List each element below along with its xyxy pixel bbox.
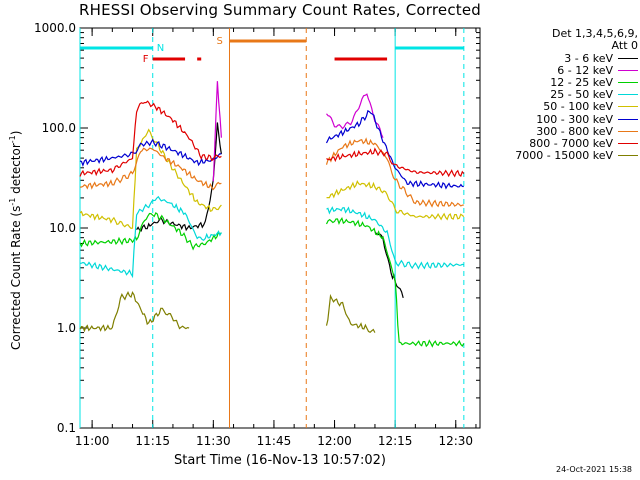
x-axis-label: Start Time (16-Nov-13 10:57:02) — [174, 453, 386, 468]
series-line — [79, 138, 222, 167]
timestamp-footer: 24-Oct-2021 15:38 — [556, 465, 632, 474]
legend-swatch — [618, 155, 638, 157]
x-tick-label: 12:00 — [317, 434, 352, 448]
legend-swatch — [618, 118, 638, 120]
x-tick-label: 11:00 — [75, 434, 110, 448]
legend-header-detectors: Det 1,3,4,5,6,9, — [551, 27, 638, 40]
series-line — [79, 290, 190, 333]
y-tick-label: 10.0 — [49, 221, 76, 235]
legend-entry: 3 - 6 keV — [482, 51, 638, 65]
series-line — [79, 147, 222, 191]
legend-entry: 100 - 300 keV — [482, 112, 638, 126]
legend-entry: 50 - 100 keV — [482, 100, 638, 114]
series-line — [79, 211, 222, 251]
legend-entry: 6 - 12 keV — [482, 63, 638, 77]
legend-header-attenuator: Att 0 — [611, 39, 638, 52]
legend-label: 300 - 800 keV — [536, 124, 613, 138]
series-line — [212, 81, 222, 182]
series-line — [79, 128, 222, 230]
legend-swatch — [618, 106, 638, 108]
x-tick-label: 12:30 — [438, 434, 473, 448]
legend-swatch — [618, 81, 638, 83]
series-line — [79, 195, 222, 279]
x-tick-label: 11:15 — [135, 434, 170, 448]
legend-entry: 7000 - 15000 keV — [482, 149, 638, 163]
plot-frame — [79, 27, 481, 429]
legend-label: 50 - 100 keV — [543, 100, 613, 114]
series-line — [136, 122, 222, 232]
legend-label: 12 - 25 keV — [550, 75, 613, 89]
x-tick-label: 11:30 — [196, 434, 231, 448]
legend-swatch — [618, 130, 638, 132]
series-line — [326, 206, 464, 270]
series-line — [326, 147, 465, 178]
saa-flag-label: S — [216, 36, 222, 47]
y-tick-label: 100.0 — [42, 121, 76, 135]
legend-rows: 3 - 6 keV 6 - 12 keV 12 - 25 keV 25 - 50 ke… — [482, 52, 638, 162]
legend-label: 100 - 300 keV — [536, 112, 613, 126]
x-tick-label: 12:15 — [378, 434, 413, 448]
series-line — [79, 100, 222, 177]
legend-label: 7000 - 15000 keV — [515, 149, 613, 163]
flare-flag-label: F — [143, 54, 149, 65]
legend-label: 800 - 7000 keV — [529, 136, 613, 150]
legend-entry: 300 - 800 keV — [482, 124, 638, 138]
legend-entry: 800 - 7000 keV — [482, 136, 638, 150]
legend-swatch — [618, 142, 638, 144]
x-tick-label: 11:45 — [257, 434, 292, 448]
legend-label: 6 - 12 keV — [557, 63, 613, 77]
y-tick-label: 1.0 — [57, 321, 76, 335]
legend: Det 1,3,4,5,6,9, Att 0 3 - 6 keV 6 - 12 k… — [482, 28, 638, 162]
legend-swatch — [618, 94, 638, 96]
legend-swatch — [618, 69, 638, 71]
chart-title: RHESSI Observing Summary Count Rates, Co… — [78, 1, 481, 19]
night-flag-label: N — [157, 43, 164, 54]
y-axis-label: Corrected Count Rate (s-1 detector-1) — [8, 130, 23, 350]
legend-entry: 12 - 25 keV — [482, 75, 638, 89]
series-line — [325, 137, 464, 208]
legend-label: 3 - 6 keV — [564, 51, 613, 65]
series-line — [325, 216, 465, 348]
series-line — [326, 180, 465, 221]
series-line — [325, 109, 464, 190]
y-tick-label: 0.1 — [57, 421, 76, 435]
legend-swatch — [618, 57, 638, 59]
legend-label: 25 - 50 keV — [550, 88, 613, 102]
y-tick-label: 1000.0 — [34, 21, 76, 35]
legend-entry: 25 - 50 keV — [482, 88, 638, 102]
series-line — [325, 293, 376, 334]
